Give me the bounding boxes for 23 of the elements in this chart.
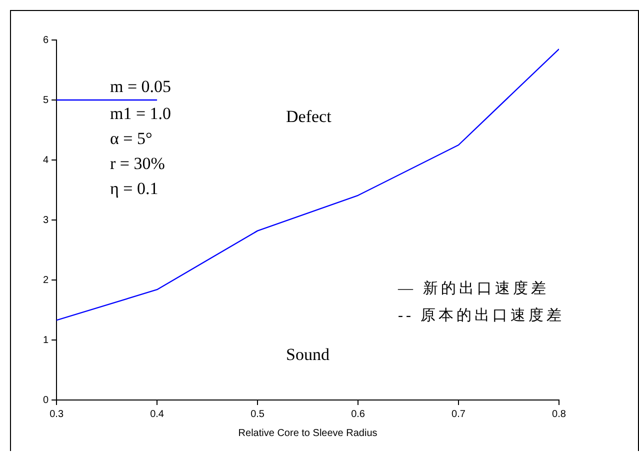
y-tick-label: 5 bbox=[43, 94, 49, 106]
annotation: r = 30% bbox=[110, 154, 165, 174]
annotation: m = 0.05 bbox=[110, 77, 172, 97]
x-tick-label: 0.3 bbox=[50, 408, 64, 420]
annotation: m1 = 1.0 bbox=[110, 104, 172, 124]
x-tick-label: 0.8 bbox=[552, 408, 566, 420]
annotation: Defect bbox=[286, 107, 332, 127]
annotation: Sound bbox=[286, 345, 330, 365]
y-tick-label: 0 bbox=[43, 394, 49, 406]
x-tick-label: 0.5 bbox=[250, 408, 265, 420]
y-tick-label: 1 bbox=[43, 334, 49, 346]
y-tick-label: 3 bbox=[43, 214, 49, 226]
y-tick-label: 6 bbox=[43, 34, 49, 46]
annotation: — 新的出口速度差 bbox=[398, 279, 549, 299]
annotation: α = 5° bbox=[110, 129, 152, 149]
x-tick-label: 0.4 bbox=[150, 408, 164, 420]
x-tick-label: 0.7 bbox=[452, 408, 466, 420]
x-axis-title: Relative Core to Sleeve Radius bbox=[238, 428, 378, 439]
annotation: η = 0.1 bbox=[110, 179, 158, 199]
x-tick-label: 0.6 bbox=[351, 408, 366, 420]
y-tick-label: 4 bbox=[43, 154, 49, 166]
annotation: -- 原本的出口速度差 bbox=[398, 306, 565, 326]
y-tick-label: 2 bbox=[43, 274, 49, 286]
